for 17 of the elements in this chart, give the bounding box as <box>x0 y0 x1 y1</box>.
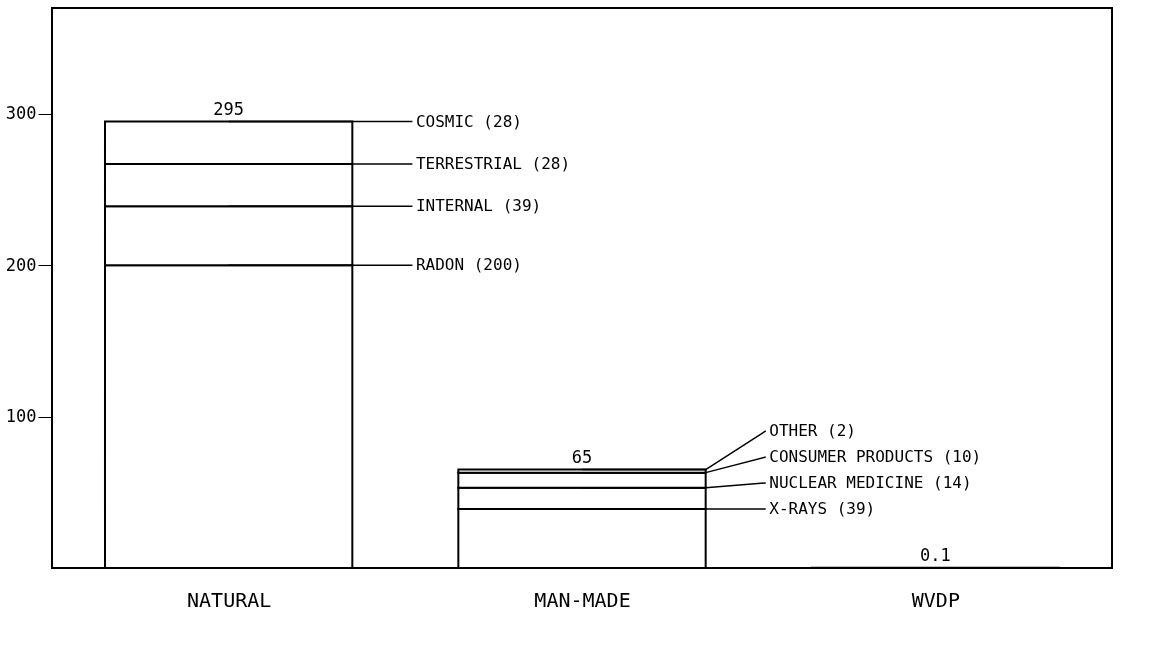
annotation: NUCLEAR MEDICINE (14) <box>769 472 972 492</box>
annotation: X-RAYS (39) <box>769 498 876 518</box>
x-tick-label: WVDP <box>911 587 960 612</box>
y-tick-label: 200 <box>5 254 37 275</box>
x-tick-label: MAN-MADE <box>534 587 631 612</box>
annotation: COSMIC (28) <box>415 111 522 131</box>
y-tick-label: 100 <box>5 406 37 427</box>
total-label: 65 <box>571 446 593 467</box>
y-tick-label: 300 <box>5 103 37 124</box>
annotation: CONSUMER PRODUCTS (10) <box>769 446 982 466</box>
total-label: 0.1 <box>919 544 951 565</box>
x-tick-label: NATURAL <box>187 587 272 612</box>
annotation: INTERNAL (39) <box>415 196 542 216</box>
annotation: RADON (200) <box>415 255 522 275</box>
annotation: TERRESTRIAL (28) <box>415 153 571 173</box>
total-label: 295 <box>213 98 245 119</box>
annotation: OTHER (2) <box>769 420 856 440</box>
